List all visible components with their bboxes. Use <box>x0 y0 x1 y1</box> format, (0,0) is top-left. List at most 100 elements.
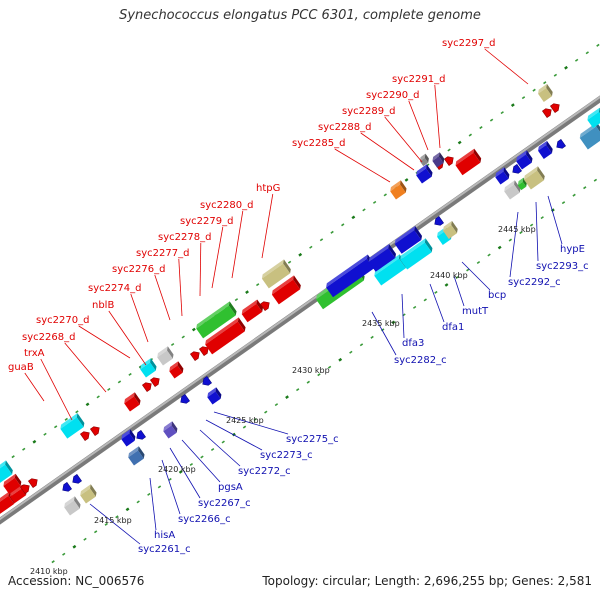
gene-feature <box>542 108 552 118</box>
tick-dot <box>468 133 473 137</box>
leader-line <box>461 261 491 291</box>
leader-line <box>40 358 73 421</box>
leader-line <box>199 429 241 467</box>
leader-line <box>169 447 201 499</box>
tick-dot <box>245 290 249 294</box>
leader-line <box>334 148 391 183</box>
tick-dot <box>191 327 196 332</box>
tick-dot <box>572 193 576 197</box>
leader-line <box>154 274 171 321</box>
tick-dot <box>521 96 526 100</box>
forward-gene-label: syc2285_d <box>292 138 345 149</box>
leader-line <box>108 310 147 366</box>
tick-dot <box>487 253 491 257</box>
tick-dot <box>543 81 547 85</box>
leader-line <box>231 210 244 279</box>
tick-dot <box>128 372 132 376</box>
tick-dot <box>359 343 364 347</box>
leader-line <box>181 439 221 483</box>
tick-dot <box>96 395 100 399</box>
tick-dot <box>383 193 387 197</box>
gene-feature <box>400 238 433 270</box>
forward-gene-label: syc2291_d <box>392 74 445 85</box>
gene-feature <box>416 164 433 184</box>
tick-dot <box>489 118 494 122</box>
gene-feature <box>326 254 375 298</box>
leader-line <box>509 211 519 278</box>
gene-feature <box>432 152 445 168</box>
tick-dot <box>64 417 68 421</box>
tick-dot <box>532 88 536 92</box>
tick-dot <box>330 230 334 234</box>
tick-dot <box>447 148 451 152</box>
tick-dot <box>200 455 204 459</box>
tick-dot <box>479 126 483 130</box>
gene-feature <box>261 259 291 289</box>
tick-dot <box>168 477 172 481</box>
gene-feature <box>0 460 13 490</box>
tick-dot <box>221 440 225 444</box>
tick-dot <box>117 380 122 384</box>
gene-feature <box>157 346 174 366</box>
tick-dot <box>253 418 257 422</box>
gene-feature <box>241 299 263 323</box>
reverse-gene-label: syc2292_c <box>508 277 561 288</box>
kbp-tick-label: 2440 kbp <box>430 271 468 280</box>
forward-gene-label: syc2268_d <box>22 332 75 343</box>
kbp-tick-label: 2425 kbp <box>226 416 264 425</box>
tick-dot <box>508 238 513 242</box>
gene-feature <box>72 474 82 484</box>
forward-gene-label: htpG <box>256 183 280 194</box>
reverse-gene-label: syc2267_c <box>198 498 251 509</box>
tick-dot <box>317 373 321 377</box>
gene-feature <box>579 122 600 150</box>
tick-dot <box>62 552 66 556</box>
tick-dot <box>170 342 175 347</box>
map-title: Synechococcus elongatus PCC 6301, comple… <box>119 8 481 23</box>
gene-feature <box>28 478 38 488</box>
tick-dot <box>309 245 313 249</box>
forward-gene-label: syc2277_d <box>136 248 189 259</box>
tick-dot <box>583 186 587 190</box>
tick-dot <box>434 290 438 294</box>
leader-line <box>408 100 429 151</box>
gene-feature <box>394 226 422 254</box>
genome-backbone-highlight <box>0 95 600 521</box>
tick-dot <box>85 402 90 407</box>
gene-feature <box>150 377 160 387</box>
tick-dot <box>264 410 268 414</box>
tick-dot <box>147 492 151 496</box>
gene-feature <box>260 301 270 311</box>
tick-dot <box>210 447 215 452</box>
tick-dot <box>362 208 366 212</box>
reverse-gene-label: syc2266_c <box>178 514 231 525</box>
leader-line <box>453 275 465 307</box>
kbp-tick-label: 2430 kbp <box>292 366 330 375</box>
gene-feature <box>80 484 97 504</box>
gene-feature <box>495 167 510 185</box>
gene-feature <box>142 382 152 392</box>
leader-line <box>401 293 405 339</box>
gene-feature <box>20 484 30 494</box>
tick-dot <box>285 395 289 399</box>
genome-backbone <box>0 95 600 525</box>
gene-feature <box>538 140 553 159</box>
gene-feature <box>128 446 145 466</box>
gene-feature <box>207 387 222 405</box>
gene-feature <box>60 413 85 439</box>
leader-line <box>261 193 274 259</box>
gene-feature <box>163 421 178 439</box>
tick-dot <box>338 357 343 362</box>
tick-dot <box>540 216 544 220</box>
gene-feature <box>538 83 553 102</box>
forward-gene-label: syc2270_d <box>36 315 89 326</box>
leader-line <box>199 242 202 297</box>
gene-feature <box>121 429 136 447</box>
reverse-gene-label: syc2273_c <box>260 450 313 461</box>
kbp-tick-label: 2420 kbp <box>158 465 196 474</box>
inner-tick-dots <box>51 178 598 564</box>
tick-dot <box>596 43 600 47</box>
tick-dot <box>125 507 130 512</box>
